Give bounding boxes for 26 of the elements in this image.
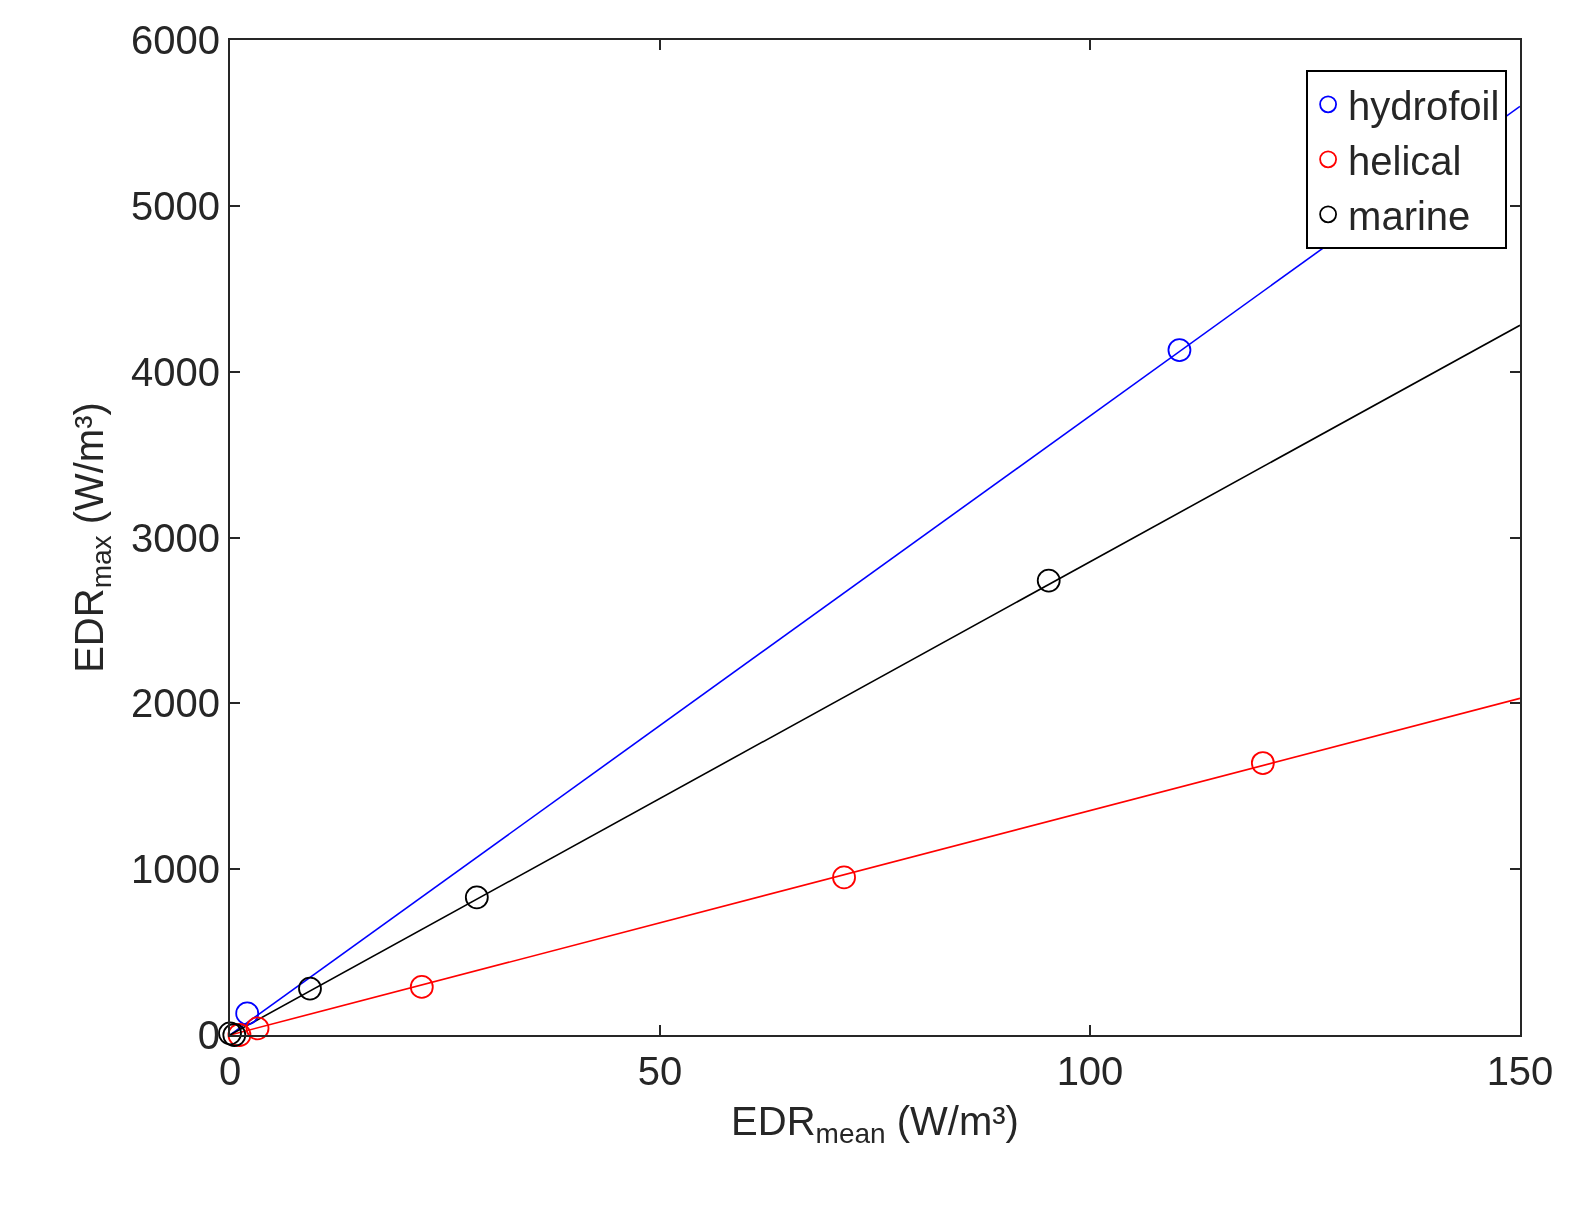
point	[245, 1016, 270, 1041]
x-tick-label: 50	[637, 1049, 683, 1093]
y-tick-label: 2000	[131, 681, 220, 726]
y-tick-label: 1000	[131, 847, 220, 892]
y-tick-label: 0	[197, 1013, 220, 1057]
point	[222, 1023, 247, 1047]
point	[227, 1023, 252, 1047]
point	[218, 1021, 242, 1046]
y-tick-label: 6000	[131, 18, 220, 62]
point	[298, 976, 322, 1001]
point	[1250, 751, 1275, 775]
y-tick-label: 5000	[131, 183, 220, 228]
legend-label: hydrofoil	[1348, 83, 1500, 128]
point	[1036, 568, 1061, 593]
y-tick-label: 3000	[131, 515, 220, 560]
x-tick-label: 150	[1486, 1049, 1554, 1093]
point	[1167, 338, 1192, 362]
y-tick-label: 4000	[131, 349, 220, 394]
x-axis-title: EDR$_{mean}$ (W/m³)	[731, 1099, 1019, 1150]
point	[235, 1001, 260, 1026]
x-tick-label: 100	[1056, 1049, 1124, 1093]
point	[409, 975, 434, 999]
point	[832, 865, 856, 890]
legend-label: helical	[1348, 138, 1462, 183]
legend-label: marine	[1348, 193, 1471, 238]
point	[464, 885, 489, 910]
